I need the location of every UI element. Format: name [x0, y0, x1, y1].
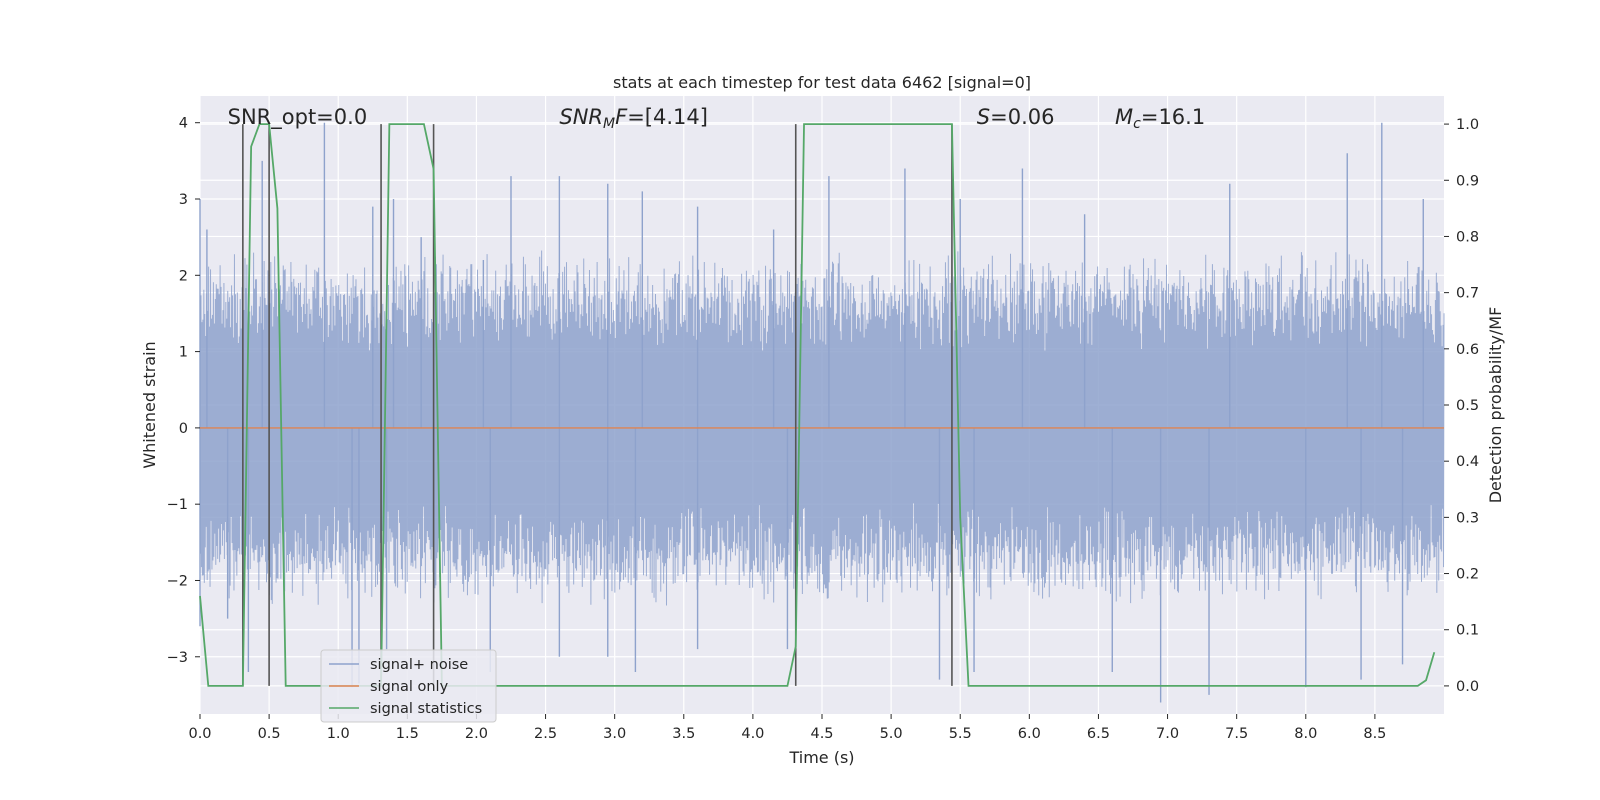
y-tick-label: 1: [179, 345, 188, 361]
legend-label-statistics: signal statistics: [370, 701, 482, 717]
x-tick-label: 1.0: [327, 726, 350, 742]
x-tick-label: 1.5: [396, 726, 419, 742]
y-tick-label: −1: [167, 497, 188, 513]
annotation-snr-opt: SNR_opt=0.0: [228, 105, 368, 130]
annotation-snr-mf: SNRMF=[4.14]: [559, 105, 708, 132]
legend-label-signal-only: signal only: [370, 679, 449, 695]
y-right-tick-label: 0.2: [1456, 567, 1479, 583]
x-tick-label: 2.0: [465, 726, 488, 742]
noise-trace: [199, 250, 1445, 606]
y-tick-label: 0: [179, 421, 188, 437]
x-tick-label: 3.0: [603, 726, 626, 742]
noise-series: [199, 122, 1445, 703]
x-tick-label: 7.0: [1156, 726, 1179, 742]
axis-ticks: 0.0 0.5 1.0 1.5 2.0 2.5 3.0 3.5 4.0 4.5 5.0 5.5 6.0 6…: [167, 116, 1479, 742]
x-tick-label: 4.0: [741, 726, 764, 742]
y-right-tick-label: 0.5: [1456, 398, 1479, 414]
legend-box: [320, 649, 497, 723]
x-tick-label: 6.5: [1087, 726, 1110, 742]
x-tick-label: 8.5: [1363, 726, 1386, 742]
y-right-tick-label: 0.4: [1456, 454, 1479, 470]
y-right-tick-label: 0.1: [1456, 623, 1479, 639]
annotation-s: S=0.06: [977, 105, 1055, 129]
y-right-tick-label: 0.8: [1456, 229, 1479, 245]
y-right-tick-label: 0.6: [1456, 342, 1479, 358]
y-tick-label: 4: [179, 116, 188, 132]
y-right-tick-label: 0.9: [1456, 173, 1479, 189]
x-tick-label: 5.5: [949, 726, 972, 742]
x-tick-label: 7.5: [1225, 726, 1248, 742]
x-tick-label: 6.0: [1018, 726, 1041, 742]
x-tick-label: 5.0: [880, 726, 903, 742]
legend-label-noise: signal+ noise: [370, 657, 468, 673]
y-right-tick-label: 0.3: [1456, 510, 1479, 526]
x-tick-label: 0.0: [188, 726, 211, 742]
signal-statistics-series: [199, 123, 1436, 687]
annotations: SNR_opt=0.0 SNRMF=[4.14] S=0.06 Mc=16.1: [228, 105, 1206, 132]
legend: signal+ noise signal only signal statist…: [320, 649, 497, 723]
y-tick-label: 3: [179, 192, 188, 208]
y-tick-label: −3: [167, 650, 188, 666]
x-tick-label: 0.5: [258, 726, 281, 742]
chart-title: stats at each timestep for test data 646…: [613, 73, 1031, 92]
y-right-tick-label: 1.0: [1456, 117, 1479, 133]
y-tick-label: −2: [167, 573, 188, 589]
x-tick-label: 8.0: [1294, 726, 1317, 742]
annotation-mc: Mc=16.1: [1115, 105, 1205, 132]
y-axis-right-label: Detection probability/MF: [1486, 307, 1505, 504]
statistics-line: [199, 123, 1436, 687]
y-axis-label: Whitened strain: [140, 341, 159, 468]
y-right-tick-label: 0.7: [1456, 286, 1479, 302]
y-right-tick-label: 0.0: [1456, 679, 1479, 695]
x-tick-label: 4.5: [810, 726, 833, 742]
x-tick-label: 2.5: [534, 726, 557, 742]
x-axis-label: Time (s): [788, 748, 854, 767]
x-tick-label: 3.5: [672, 726, 695, 742]
y-tick-label: 2: [179, 268, 188, 284]
